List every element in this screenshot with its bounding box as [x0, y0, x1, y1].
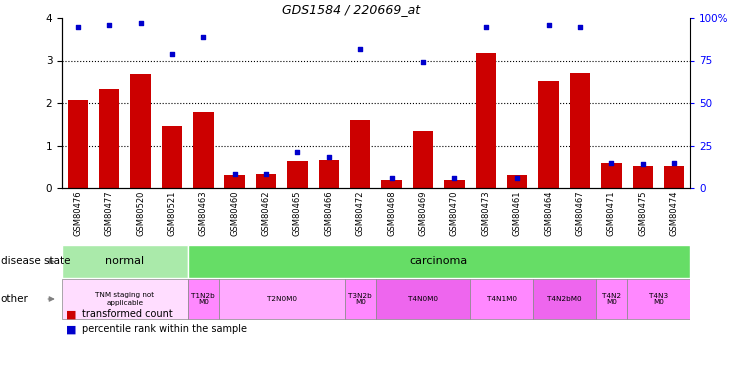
Bar — [633, 166, 653, 188]
Text: T4N0M0: T4N0M0 — [408, 296, 438, 302]
Point — [418, 59, 429, 65]
Bar — [596, 279, 627, 319]
Bar — [62, 245, 188, 278]
Text: carcinoma: carcinoma — [410, 256, 468, 267]
Point — [448, 175, 461, 181]
Bar — [664, 166, 684, 188]
Bar — [188, 245, 690, 278]
Bar — [539, 81, 558, 188]
Bar — [602, 164, 621, 188]
Text: disease state: disease state — [1, 256, 70, 267]
Point — [229, 171, 241, 177]
Bar — [507, 175, 527, 188]
Bar — [62, 279, 188, 319]
Bar — [570, 73, 590, 188]
Bar — [193, 112, 213, 188]
Text: T4N2
M0: T4N2 M0 — [602, 292, 621, 306]
Point — [104, 22, 115, 28]
Point — [543, 22, 555, 28]
Point — [166, 51, 178, 57]
Text: T1N2b
M0: T1N2b M0 — [191, 292, 215, 306]
Point — [480, 24, 492, 30]
Point — [637, 161, 648, 167]
Point — [292, 149, 304, 155]
Text: transformed count: transformed count — [82, 309, 172, 320]
Point — [355, 46, 366, 52]
Bar — [445, 180, 464, 188]
Text: percentile rank within the sample: percentile rank within the sample — [82, 324, 247, 334]
Text: GDS1584 / 220669_at: GDS1584 / 220669_at — [282, 3, 420, 16]
Point — [385, 175, 397, 181]
Bar — [413, 130, 433, 188]
Bar — [470, 279, 533, 319]
Point — [72, 24, 84, 30]
Text: T4N2bM0: T4N2bM0 — [547, 296, 582, 302]
Text: other: other — [1, 294, 28, 304]
Bar — [219, 279, 345, 319]
Bar — [345, 279, 376, 319]
Bar — [382, 180, 402, 188]
Point — [197, 34, 210, 40]
Bar — [350, 120, 370, 188]
Text: normal: normal — [105, 256, 145, 267]
Text: TNM staging not
applicable: TNM staging not applicable — [96, 292, 154, 306]
Text: T4N1M0: T4N1M0 — [486, 296, 517, 302]
Text: ■: ■ — [66, 324, 76, 334]
Bar — [319, 159, 339, 188]
Point — [511, 175, 523, 181]
Bar — [627, 279, 690, 319]
Text: T2N0M0: T2N0M0 — [266, 296, 297, 302]
Bar — [131, 74, 150, 188]
Bar — [225, 175, 245, 188]
Bar — [99, 89, 119, 188]
Bar — [533, 279, 596, 319]
Bar — [376, 279, 470, 319]
Text: ■: ■ — [66, 309, 76, 320]
Bar — [162, 126, 182, 188]
Text: T4N3
M0: T4N3 M0 — [649, 292, 668, 306]
Point — [323, 154, 334, 160]
Bar — [188, 279, 219, 319]
Text: T3N2b
M0: T3N2b M0 — [348, 292, 372, 306]
Point — [134, 20, 146, 26]
Bar — [256, 174, 276, 188]
Point — [261, 171, 272, 177]
Point — [574, 24, 585, 30]
Bar — [476, 53, 496, 188]
Bar — [288, 161, 307, 188]
Point — [606, 159, 618, 165]
Bar — [68, 100, 88, 188]
Point — [669, 159, 680, 165]
